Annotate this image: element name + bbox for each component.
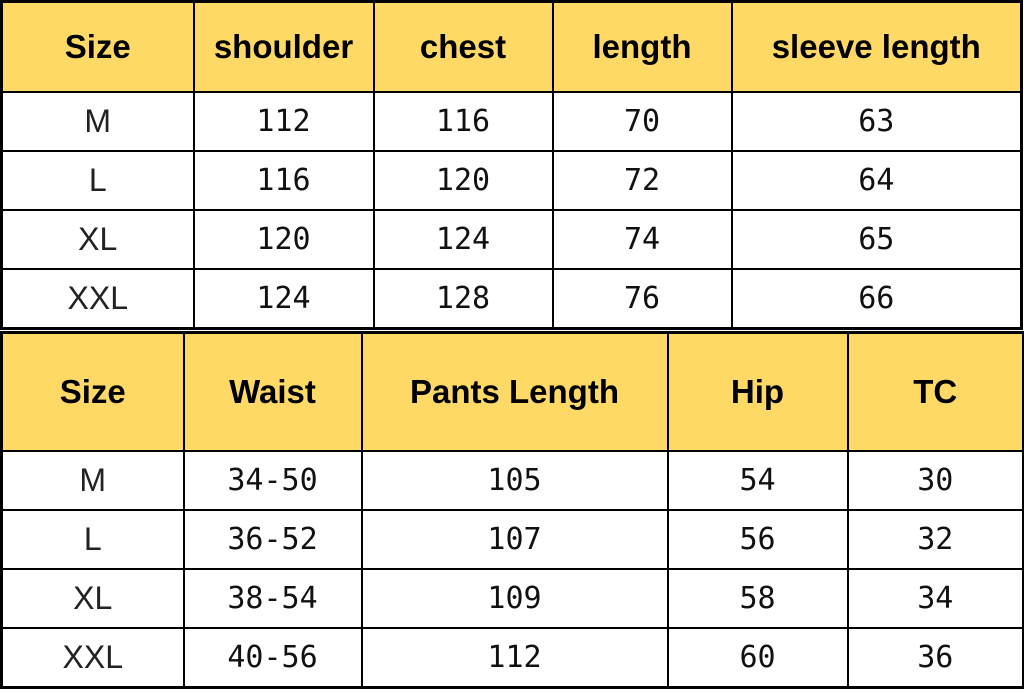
value-cell: 58 (666, 568, 849, 629)
column-header: Size (0, 331, 185, 452)
value-cell: 70 (551, 91, 733, 152)
value-cell: 74 (551, 209, 733, 270)
column-header: shoulder (192, 0, 375, 93)
column-header: sleeve length (730, 0, 1023, 93)
value-cell: 109 (360, 568, 669, 629)
column-header: Waist (182, 331, 363, 452)
value-cell: 66 (730, 268, 1023, 330)
value-cell: 30 (846, 450, 1024, 511)
value-cell: 76 (551, 268, 733, 330)
table-row: L 116 120 72 64 (0, 150, 1023, 211)
value-cell: 120 (372, 150, 554, 211)
size-cell: XXL (0, 627, 185, 689)
value-cell: 56 (666, 509, 849, 570)
value-cell: 116 (372, 91, 554, 152)
value-cell: 38-54 (182, 568, 363, 629)
value-cell: 107 (360, 509, 669, 570)
table-row: M 34-50 105 54 30 (0, 450, 1024, 511)
value-cell: 112 (360, 627, 669, 689)
value-cell: 36-52 (182, 509, 363, 570)
column-header: length (551, 0, 733, 93)
value-cell: 124 (372, 209, 554, 270)
value-cell: 60 (666, 627, 849, 689)
size-cell: XL (0, 209, 195, 270)
value-cell: 128 (372, 268, 554, 330)
size-cell: L (0, 150, 195, 211)
table-row: XXL 124 128 76 66 (0, 268, 1023, 330)
value-cell: 65 (730, 209, 1023, 270)
top-size-table: Size shoulder chest length sleeve length M 11… (0, 0, 1023, 330)
value-cell: 63 (730, 91, 1023, 152)
column-header: Hip (666, 331, 849, 452)
value-cell: 112 (192, 91, 375, 152)
value-cell: 40-56 (182, 627, 363, 689)
size-cell: M (0, 450, 185, 511)
column-header: Size (0, 0, 195, 93)
value-cell: 72 (551, 150, 733, 211)
value-cell: 64 (730, 150, 1023, 211)
value-cell: 34 (846, 568, 1024, 629)
table-row: XXL 40-56 112 60 36 (0, 627, 1024, 689)
size-cell: XXL (0, 268, 195, 330)
value-cell: 124 (192, 268, 375, 330)
value-cell: 120 (192, 209, 375, 270)
value-cell: 36 (846, 627, 1024, 689)
table-row: XL 120 124 74 65 (0, 209, 1023, 270)
value-cell: 54 (666, 450, 849, 511)
size-cell: M (0, 91, 195, 152)
table-row: L 36-52 107 56 32 (0, 509, 1024, 570)
table-row: XL 38-54 109 58 34 (0, 568, 1024, 629)
value-cell: 32 (846, 509, 1024, 570)
size-cell: L (0, 509, 185, 570)
value-cell: 116 (192, 150, 375, 211)
bottom-size-table: Size Waist Pants Length Hip TC M 34-50 105 54 30… (0, 331, 1024, 689)
table-row: M 112 116 70 63 (0, 91, 1023, 152)
column-header: chest (372, 0, 554, 93)
header-row: Size shoulder chest length sleeve length (0, 0, 1023, 93)
column-header: Pants Length (360, 331, 669, 452)
header-row: Size Waist Pants Length Hip TC (0, 331, 1024, 452)
column-header: TC (846, 331, 1024, 452)
value-cell: 105 (360, 450, 669, 511)
value-cell: 34-50 (182, 450, 363, 511)
size-cell: XL (0, 568, 185, 629)
